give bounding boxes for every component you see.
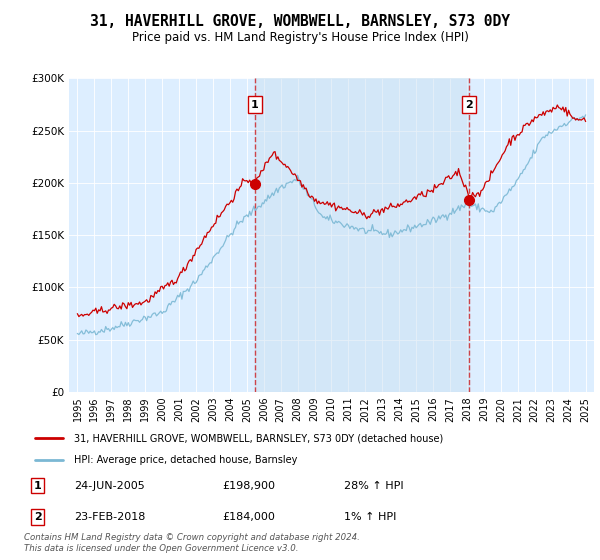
- Text: Contains HM Land Registry data © Crown copyright and database right 2024.
This d: Contains HM Land Registry data © Crown c…: [24, 533, 360, 553]
- Text: 23-FEB-2018: 23-FEB-2018: [74, 512, 145, 522]
- Text: 2: 2: [466, 100, 473, 110]
- Text: Price paid vs. HM Land Registry's House Price Index (HPI): Price paid vs. HM Land Registry's House …: [131, 31, 469, 44]
- Text: 28% ↑ HPI: 28% ↑ HPI: [344, 480, 404, 491]
- Text: £198,900: £198,900: [223, 480, 276, 491]
- Text: 1: 1: [34, 480, 41, 491]
- Text: 31, HAVERHILL GROVE, WOMBWELL, BARNSLEY, S73 0DY (detached house): 31, HAVERHILL GROVE, WOMBWELL, BARNSLEY,…: [74, 433, 443, 444]
- Bar: [255, 78, 469, 392]
- Text: 1: 1: [251, 100, 259, 110]
- Text: £184,000: £184,000: [223, 512, 275, 522]
- Text: 24-JUN-2005: 24-JUN-2005: [74, 480, 145, 491]
- Text: 2: 2: [34, 512, 41, 522]
- Text: 31, HAVERHILL GROVE, WOMBWELL, BARNSLEY, S73 0DY: 31, HAVERHILL GROVE, WOMBWELL, BARNSLEY,…: [90, 14, 510, 29]
- Text: 1% ↑ HPI: 1% ↑ HPI: [344, 512, 397, 522]
- Text: HPI: Average price, detached house, Barnsley: HPI: Average price, detached house, Barn…: [74, 455, 297, 465]
